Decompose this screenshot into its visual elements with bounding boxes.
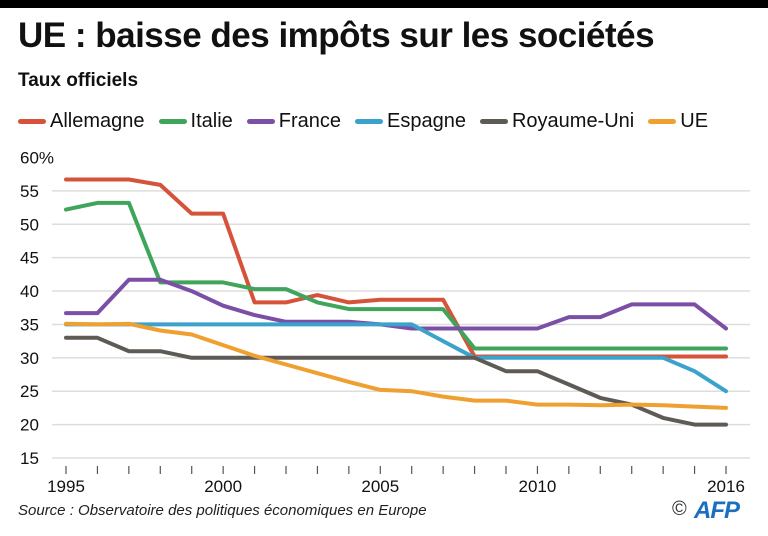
- x-tick-label: 2005: [361, 477, 399, 496]
- legend-label: France: [278, 110, 342, 132]
- copyright-icon: ©: [672, 498, 687, 520]
- legend-label: Allemagne: [50, 110, 145, 132]
- legend-label: UE: [680, 110, 709, 132]
- legend-item-espagne: Espagne: [355, 110, 466, 133]
- series-lines: [64, 177, 728, 427]
- legend-item-allemagne: Allemagne: [18, 110, 145, 133]
- y-tick-label: 25: [20, 382, 39, 401]
- series-line-ue: [64, 321, 728, 410]
- x-tick-label: 2010: [519, 477, 557, 496]
- y-tick-label: 30: [20, 349, 39, 368]
- x-axis: 1995 2000 2005 2010 2016: [47, 466, 745, 496]
- legend-swatch: [479, 119, 508, 124]
- y-tick-label: 45: [20, 249, 39, 268]
- legend: Allemagne Italie France Espagne Royaume-…: [18, 110, 722, 133]
- y-tick-label: 20: [20, 416, 39, 435]
- legend-label: Italie: [190, 110, 233, 132]
- y-tick-label: 55: [20, 182, 39, 201]
- legend-swatch: [355, 119, 384, 124]
- legend-item-ue: UE: [648, 110, 708, 133]
- legend-swatch: [158, 119, 187, 124]
- x-tick-label: 2000: [204, 477, 242, 496]
- legend-swatch: [648, 119, 677, 124]
- legend-label: Royaume-Uni: [511, 110, 635, 132]
- chart-subtitle: Taux officiels: [18, 70, 139, 91]
- legend-item-france: France: [246, 110, 342, 133]
- top-bar: [0, 0, 768, 8]
- legend-swatch: [18, 119, 46, 124]
- y-tick-label: 50: [20, 215, 39, 234]
- legend-label: Espagne: [387, 110, 466, 132]
- legend-swatch: [246, 119, 275, 124]
- afp-logo: AFP: [694, 497, 740, 524]
- chart-title: UE : baisse des impôts sur les sociétés: [18, 16, 655, 55]
- y-axis: 60% 55 50 45 40 35 30 25 20 15: [20, 149, 54, 469]
- legend-item-royaume-uni: Royaume-Uni: [479, 110, 635, 133]
- x-tick-label: 1995: [47, 477, 85, 496]
- y-tick-label: 15: [20, 449, 39, 468]
- legend-item-italie: Italie: [158, 110, 233, 133]
- series-line-royaume-uni: [64, 335, 728, 427]
- series-line-espagne: [64, 322, 728, 394]
- series-line-france: [64, 277, 728, 331]
- x-tick-label: 2016: [707, 477, 745, 496]
- y-tick-label: 40: [20, 282, 39, 301]
- y-tick-label: 60%: [20, 149, 54, 168]
- source-note: Source : Observatoire des politiques éco…: [18, 502, 427, 519]
- series-line-italie: [64, 200, 728, 351]
- y-tick-label: 35: [20, 315, 39, 334]
